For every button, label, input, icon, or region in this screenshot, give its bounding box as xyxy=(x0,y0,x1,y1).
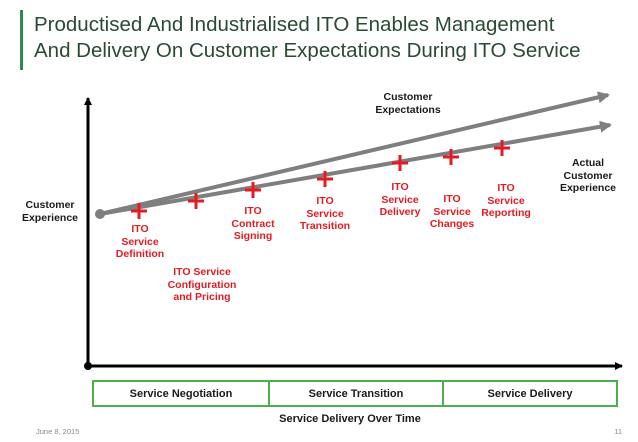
milestone-marker-service-delivery xyxy=(392,155,408,171)
phase-service-delivery: Service Delivery xyxy=(442,380,618,407)
milestone-label-service-delivery: ITO Service Delivery xyxy=(379,181,421,218)
milestone-marker-service-reporting xyxy=(494,140,510,156)
actual-experience-label: Actual Customer Experience xyxy=(559,157,617,194)
x-axis-label: Service Delivery Over Time xyxy=(279,413,421,425)
footer-date: June 8, 2015 xyxy=(36,427,80,436)
milestone-marker-contract-signing xyxy=(245,182,261,198)
milestone-label-service-transition: ITO Service Transition xyxy=(299,195,351,232)
phase-service-transition: Service Transition xyxy=(268,380,444,407)
milestone-label-service-changes: ITO Service Changes xyxy=(429,193,475,230)
milestone-label-configuration-pricing: ITO Service Configuration and Pricing xyxy=(167,266,237,303)
milestone-label-service-definition: ITO Service Definition xyxy=(115,223,165,260)
y-axis-label: Customer Experience xyxy=(21,199,79,224)
origin-dot xyxy=(84,362,92,370)
slide-title-line-2: And Delivery On Customer Expectations Du… xyxy=(34,39,581,62)
slide-title-line-1: Productised And Industrialised ITO Enabl… xyxy=(34,13,555,36)
start-dot xyxy=(95,209,105,219)
customer-expectations-line xyxy=(99,91,610,216)
milestone-marker-configuration-pricing xyxy=(188,193,204,209)
milestone-label-service-reporting: ITO Service Reporting xyxy=(481,182,531,219)
customer-expectations-label: Customer Expectations xyxy=(375,91,441,116)
footer-page-number: 11 xyxy=(614,427,622,436)
actual-experience-line xyxy=(99,120,612,216)
milestone-marker-service-transition xyxy=(317,171,333,187)
phase-service-negotiation: Service Negotiation xyxy=(92,380,270,407)
slide-title: Productised And Industrialised ITO Enabl… xyxy=(34,12,624,64)
milestone-marker-service-changes xyxy=(443,149,459,165)
milestone-marker-service-definition xyxy=(131,203,147,219)
milestone-label-contract-signing: ITO Contract Signing xyxy=(231,205,275,242)
title-accent-bar xyxy=(20,10,23,70)
